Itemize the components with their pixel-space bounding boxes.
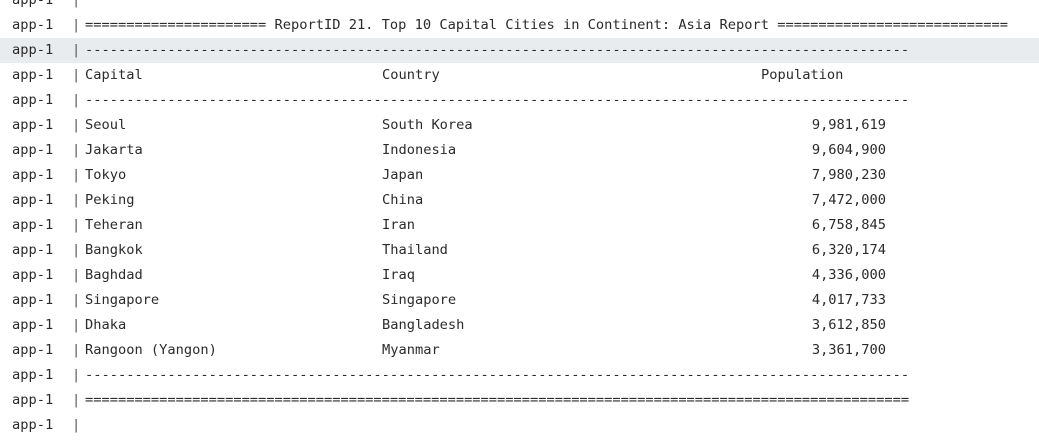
log-separator: | [72, 416, 81, 433]
log-source: app-1 [12, 416, 54, 433]
log-line: app-1 | Jakarta Indonesia 9,604,900 [0, 138, 1039, 163]
log-source: app-1 [12, 41, 54, 58]
capital-cell: Seoul [85, 116, 127, 133]
population-cell: 4,017,733 [811, 291, 886, 308]
log-source: app-1 [12, 291, 54, 308]
log-line: app-1 | ====================== ReportID 21… [0, 13, 1039, 38]
log-line: app-1 | [0, 413, 1039, 438]
log-separator: | [72, 91, 81, 108]
country-cell: Thailand [382, 241, 448, 258]
log-separator: | [72, 216, 81, 233]
population-cell: 6,758,845 [811, 216, 886, 233]
capital-cell: Baghdad [85, 266, 143, 283]
log-source: app-1 [12, 266, 54, 283]
log-line: app-1 | Peking China 7,472,000 [0, 188, 1039, 213]
capital-cell: Teheran [85, 216, 143, 233]
population-cell: 7,980,230 [811, 166, 886, 183]
log-separator: | [72, 116, 81, 133]
log-separator: | [72, 41, 81, 58]
country-cell: Iraq [382, 266, 415, 283]
country-cell: Myanmar [382, 341, 440, 358]
log-source: app-1 [12, 191, 54, 208]
country-cell: China [382, 191, 424, 208]
log-source: app-1 [12, 216, 54, 233]
country-cell: Iran [382, 216, 415, 233]
capital-cell: Jakarta [85, 141, 143, 158]
column-header: Country [382, 66, 440, 83]
column-header: Population [761, 66, 844, 83]
log-separator: | [72, 166, 81, 183]
log-line: app-1 | Dhaka Bangladesh 3,612,850 [0, 313, 1039, 338]
log-line: app-1 | ----------------------------------… [0, 88, 1039, 113]
population-cell: 7,472,000 [811, 191, 886, 208]
country-cell: Bangladesh [382, 316, 465, 333]
log-line: app-1 | ----------------------------------… [0, 37, 1039, 63]
capital-cell: Bangkok [85, 241, 143, 258]
log-source: app-1 [12, 66, 54, 83]
log-line: app-1 | Baghdad Iraq 4,336,000 [0, 263, 1039, 288]
log-line: app-1 | [0, 0, 1039, 13]
log-line: app-1 | ----------------------------------… [0, 363, 1039, 388]
log-separator: | [72, 191, 81, 208]
log-separator: | [72, 141, 81, 158]
population-cell: 6,320,174 [811, 241, 886, 258]
log-separator: | [72, 316, 81, 333]
population-cell: 9,604,900 [811, 141, 886, 158]
log-source: app-1 [12, 0, 53, 13]
rule-line: ----------------------------------------… [85, 366, 910, 383]
rule-line: ========================================… [85, 391, 910, 408]
log-separator: | [72, 391, 81, 408]
log-separator: | [72, 266, 81, 283]
log-separator: | [72, 341, 81, 358]
log-source: app-1 [12, 316, 54, 333]
capital-cell: Singapore [85, 291, 160, 308]
log-line: app-1 | Capital Country Population [0, 63, 1039, 88]
population-cell: 3,612,850 [811, 316, 886, 333]
country-cell: South Korea [382, 116, 473, 133]
log-source: app-1 [12, 166, 54, 183]
population-cell: 9,981,619 [811, 116, 886, 133]
capital-cell: Rangoon (Yangon) [85, 341, 217, 358]
country-cell: Singapore [382, 291, 457, 308]
log-source: app-1 [12, 241, 54, 258]
log-separator: | [72, 366, 81, 383]
capital-cell: Peking [85, 191, 135, 208]
rule-line: ----------------------------------------… [85, 41, 910, 58]
column-header: Capital [85, 66, 143, 83]
log-separator: | [72, 66, 81, 83]
log-separator: | [72, 0, 80, 13]
report-title: ====================== ReportID 21. Top … [85, 16, 1008, 33]
log-source: app-1 [12, 366, 54, 383]
log-source: app-1 [12, 391, 54, 408]
log-line: app-1 | Singapore Singapore 4,017,733 [0, 288, 1039, 313]
log-line: app-1 | ==================================… [0, 388, 1039, 413]
log-line: app-1 | Teheran Iran 6,758,845 [0, 213, 1039, 238]
log-source: app-1 [12, 91, 54, 108]
capital-cell: Tokyo [85, 166, 127, 183]
log-source: app-1 [12, 116, 54, 133]
population-cell: 3,361,700 [811, 341, 886, 358]
log-line: app-1 | Seoul South Korea 9,981,619 [0, 113, 1039, 138]
country-cell: Japan [382, 166, 424, 183]
log-source: app-1 [12, 141, 54, 158]
log-separator: | [72, 241, 81, 258]
log-line: app-1 | Rangoon (Yangon) Myanmar 3,361,700 [0, 338, 1039, 363]
log-line: app-1 | Bangkok Thailand 6,320,174 [0, 238, 1039, 263]
log-separator: | [72, 16, 81, 33]
log-line: app-1 | Tokyo Japan 7,980,230 [0, 163, 1039, 188]
log-source: app-1 [12, 16, 54, 33]
country-cell: Indonesia [382, 141, 457, 158]
capital-cell: Dhaka [85, 316, 127, 333]
log-source: app-1 [12, 341, 54, 358]
rule-line: ----------------------------------------… [85, 91, 910, 108]
log-separator: | [72, 291, 81, 308]
population-cell: 4,336,000 [811, 266, 886, 283]
